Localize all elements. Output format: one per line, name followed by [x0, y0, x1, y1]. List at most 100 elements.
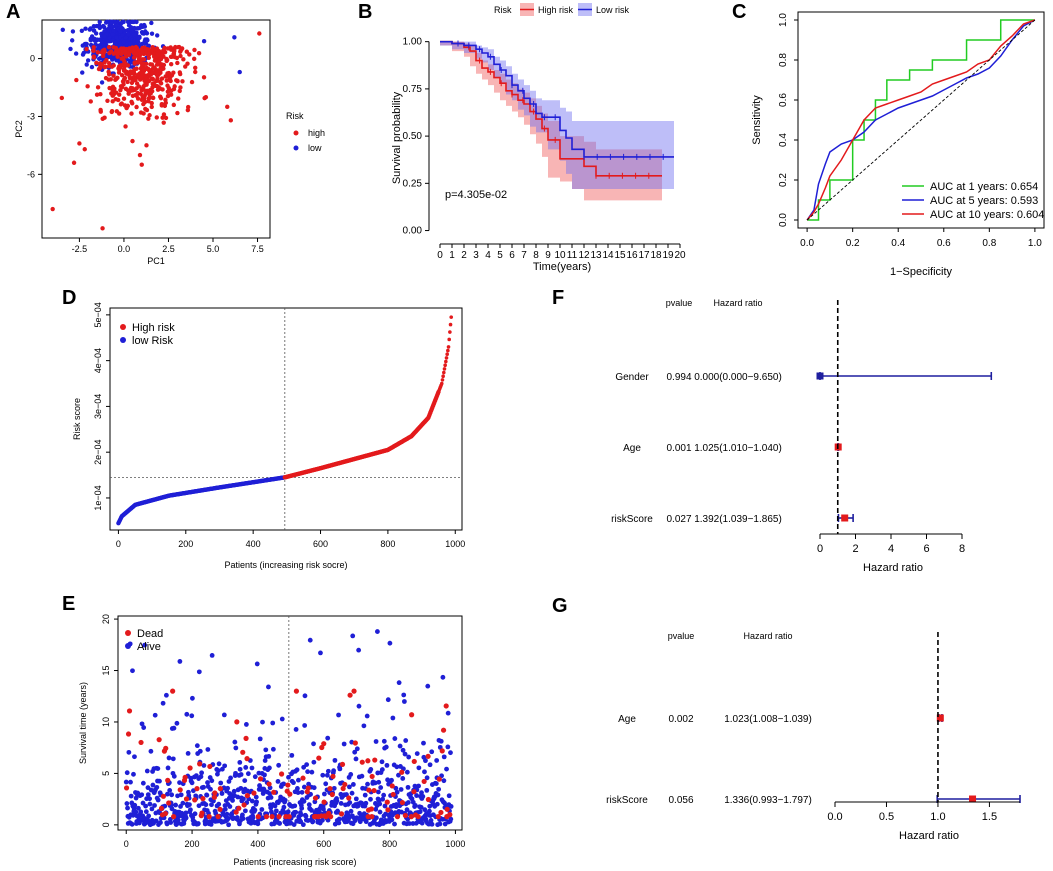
high-point	[137, 152, 143, 158]
x-tick-label: 4	[485, 250, 491, 261]
alive-point	[416, 765, 422, 771]
high-point	[131, 49, 136, 54]
alive-point	[354, 746, 360, 752]
low-point	[149, 20, 154, 26]
x-tick-label: 8	[533, 250, 539, 261]
high-risk-point	[443, 363, 447, 368]
alive-point	[375, 789, 381, 795]
alive-point	[400, 776, 406, 781]
alive-point	[158, 820, 163, 825]
alive-point	[338, 801, 344, 806]
alive-point	[183, 810, 189, 816]
y-tick-label: 10	[101, 717, 111, 727]
alive-point	[260, 719, 265, 725]
dead-point	[329, 791, 335, 798]
high-point	[94, 92, 100, 97]
alive-point	[132, 754, 137, 760]
x-tick-label: 12	[578, 250, 590, 261]
low-point	[69, 38, 75, 43]
high-risk-point	[449, 315, 454, 319]
alive-point	[405, 816, 411, 822]
legend-label-high: high	[308, 128, 325, 138]
low-point	[97, 19, 102, 25]
alive-point	[152, 803, 157, 808]
high-point	[129, 80, 135, 86]
low-point	[114, 35, 119, 40]
dead-point	[394, 814, 401, 820]
high-point	[109, 64, 115, 69]
dead-point	[389, 783, 395, 789]
dead-point	[319, 744, 325, 751]
alive-point	[303, 813, 309, 819]
alive-point	[429, 749, 435, 755]
alive-point	[318, 650, 323, 656]
y-tick-label: 0.2	[778, 173, 789, 187]
pca-scatter-panel: -2.5 0.0 2.5 5.0 7.5 0 -3 -6 PC1 PC2 Risk high low	[14, 19, 325, 266]
row-hazard-ratio: 1.023(1.008−1.039)	[724, 714, 812, 725]
high-point	[146, 51, 152, 57]
dead-point	[411, 758, 417, 765]
legend-marker-0	[125, 630, 131, 636]
alive-point	[427, 808, 432, 814]
low-point	[88, 36, 93, 42]
high-point	[257, 31, 262, 36]
row-label: riskScore	[606, 795, 648, 806]
alive-point	[219, 791, 225, 796]
row-pvalue: 0.027	[666, 514, 691, 525]
alive-point	[362, 792, 368, 798]
high-point	[134, 81, 140, 86]
legend-marker-1	[120, 337, 126, 343]
high-point	[100, 116, 105, 121]
alive-point	[420, 794, 426, 799]
alive-point	[238, 772, 244, 777]
low-point	[83, 26, 88, 31]
high-point	[117, 92, 122, 97]
x-tick-label: 13	[590, 250, 602, 261]
dead-point	[444, 806, 450, 812]
row-hazard-ratio: 1.392(1.039−1.865)	[694, 514, 782, 525]
high-point	[122, 75, 128, 81]
alive-point	[291, 780, 296, 786]
alive-point	[163, 692, 169, 698]
alive-point	[189, 780, 195, 786]
high-point	[175, 110, 180, 116]
high-point	[139, 87, 144, 93]
alive-point	[324, 772, 330, 778]
high-point	[115, 54, 120, 59]
alive-point	[192, 811, 198, 817]
dead-point	[217, 786, 223, 792]
p-value-annotation: p=4.305e-02	[445, 189, 507, 201]
y-tick-label: 1.0	[778, 13, 789, 27]
alive-point	[350, 782, 356, 787]
alive-point	[183, 815, 189, 821]
high-point	[125, 63, 131, 68]
high-point	[141, 101, 146, 107]
x-tick-label: 0.4	[891, 238, 905, 249]
high-point	[177, 88, 182, 94]
x-axis-label: Patients (increasing risk score)	[233, 857, 356, 867]
dead-point	[347, 692, 353, 698]
alive-point	[292, 803, 298, 809]
alive-point	[448, 750, 453, 756]
high-point	[146, 47, 152, 53]
high-point	[134, 104, 139, 110]
y-tick-label: 4e−04	[93, 348, 103, 373]
alive-point	[252, 774, 258, 780]
legend-label-0: High risk	[132, 322, 175, 334]
alive-point	[320, 817, 325, 823]
x-tick-label: 0.2	[846, 238, 860, 249]
alive-point	[332, 757, 338, 763]
legend-label-low: low	[308, 143, 322, 153]
dead-point	[415, 814, 421, 820]
alive-point	[148, 748, 154, 754]
dead-point	[340, 785, 346, 792]
high-point	[150, 76, 156, 82]
high-point	[187, 52, 192, 57]
high-point	[85, 84, 90, 89]
alive-point	[240, 816, 246, 821]
x-tick-label: 0	[124, 839, 129, 849]
low-point	[85, 58, 91, 63]
low-point	[118, 29, 123, 34]
y-axis-label: Sensitivity	[751, 95, 763, 145]
x-tick-label: 1000	[445, 539, 465, 549]
